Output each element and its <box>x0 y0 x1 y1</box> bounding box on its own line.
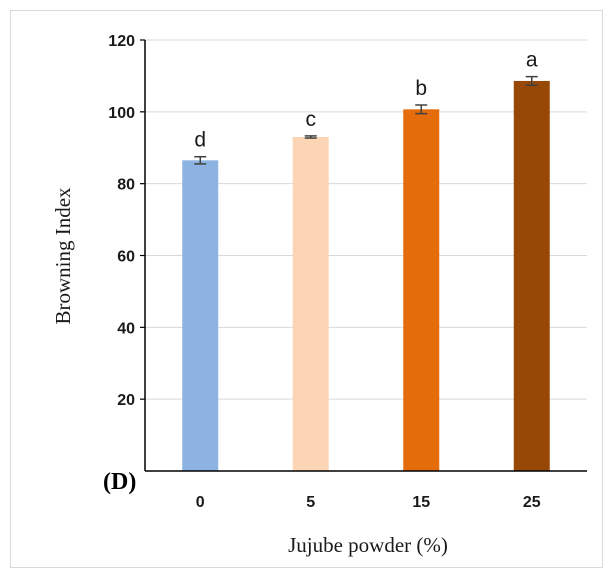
y-tick-label: 40 <box>117 320 135 337</box>
significance-letter: a <box>526 49 538 72</box>
bar-15 <box>403 109 440 472</box>
significance-letter: c <box>306 108 317 131</box>
grid-lines <box>145 39 587 400</box>
x-tick-label: 0 <box>196 494 205 511</box>
bar-25 <box>513 80 550 471</box>
significance-letter: d <box>194 129 206 152</box>
y-tick-label: 60 <box>117 249 135 266</box>
error-bars <box>194 75 538 165</box>
y-axis-title: Browning Index <box>51 187 75 325</box>
x-tick-label: 25 <box>523 494 541 511</box>
error-bar-5 <box>304 135 317 139</box>
y-tick-label: 80 <box>117 177 135 194</box>
y-tick-label: 20 <box>117 392 135 409</box>
error-bar-15 <box>415 104 428 115</box>
y-tick-label: 100 <box>108 105 135 122</box>
bar-5 <box>292 136 329 471</box>
labels: 20 40 60 80 100 120 d 0 c 5 b 15 a 25 <box>108 33 540 511</box>
bars <box>182 80 550 472</box>
significance-letter: b <box>415 77 427 100</box>
y-tick-label: 120 <box>108 33 135 50</box>
panel-label: (D) <box>103 469 136 495</box>
error-bar-25 <box>525 75 538 87</box>
axes <box>140 39 587 472</box>
x-tick-label: 15 <box>412 494 430 511</box>
x-tick-label: 5 <box>306 494 315 511</box>
bar-0 <box>182 160 219 471</box>
error-bar-0 <box>194 155 207 165</box>
x-axis-title: Jujube powder (%) <box>288 533 448 557</box>
